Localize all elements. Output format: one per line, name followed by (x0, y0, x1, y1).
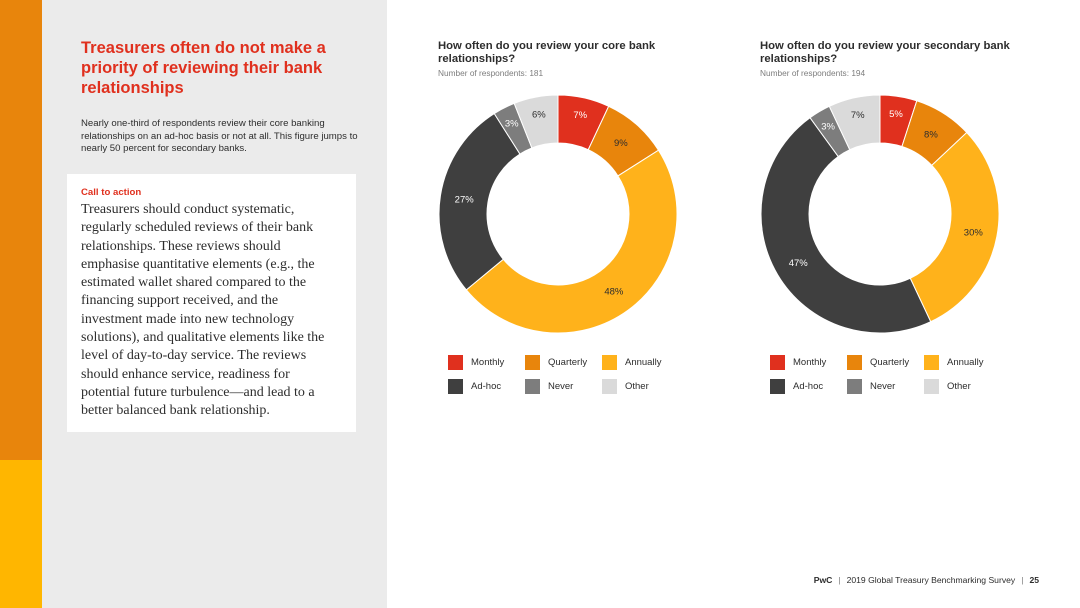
legend-label: Ad-hoc (471, 381, 502, 392)
call-to-action-label: Call to action (81, 187, 142, 198)
slice-label-monthly: 7% (573, 110, 587, 121)
slice-label-never: 3% (505, 119, 519, 130)
chart-secondary-title: How often do you review your secondary b… (760, 40, 1010, 65)
legend-swatch (602, 355, 617, 370)
legend-swatch (602, 379, 617, 394)
chart-core-subtitle: Number of respondents: 181 (438, 68, 544, 78)
accent-bar-orange (0, 0, 42, 460)
legend-item-ad-hoc: Ad-hoc (448, 379, 501, 394)
legend-label: Never (870, 381, 896, 392)
legend-label: Quarterly (870, 357, 910, 368)
call-to-action-box: Call to action Treasurers should conduct… (67, 174, 356, 432)
legend-swatch (770, 355, 785, 370)
legend-item-monthly: Monthly (448, 355, 504, 370)
footer-page-number: 25 (1029, 575, 1039, 585)
intro-text: Nearly one-third of respondents review t… (81, 118, 358, 154)
legend-label: Annually (947, 357, 984, 368)
legend-label: Monthly (471, 357, 505, 368)
legend-swatch (924, 379, 939, 394)
footer-report-title: 2019 Global Treasury Benchmarking Survey (846, 575, 1016, 585)
legend-item-monthly: Monthly (770, 355, 826, 370)
legend-swatch (525, 379, 540, 394)
legend-label: Monthly (793, 357, 827, 368)
donut-slice-annually (465, 149, 678, 334)
legend-swatch (525, 355, 540, 370)
slice-label-other: 6% (532, 109, 546, 120)
legend-label: Annually (625, 357, 662, 368)
chart-secondary-subtitle: Number of respondents: 194 (760, 68, 866, 78)
donut-slice-other (513, 94, 559, 149)
accent-bar-yellow (0, 460, 42, 608)
legend-item-annually: Annually (602, 355, 661, 370)
legend-label: Other (947, 381, 971, 392)
legend-label: Other (625, 381, 649, 392)
page-footer: PwC | 2019 Global Treasury Benchmarking Su… (814, 575, 1039, 585)
legend-swatch (924, 355, 939, 370)
legend-label: Never (548, 381, 574, 392)
page-headline: Treasurers often do not make a priority … (81, 39, 326, 97)
legend-swatch (448, 379, 463, 394)
legend-item-other: Other (924, 379, 971, 394)
footer-separator: | (1021, 575, 1024, 585)
legend-item-other: Other (602, 379, 649, 394)
legend-item-ad-hoc: Ad-hoc (770, 379, 823, 394)
footer-brand: PwC (813, 575, 833, 585)
chart-core-title: How often do you review your core bank r… (438, 40, 656, 65)
legend-item-never: Never (847, 379, 895, 394)
legend-swatch (448, 355, 463, 370)
donut-slice-ad-hoc (438, 112, 521, 291)
legend-label: Ad-hoc (793, 381, 824, 392)
legend-item-quarterly: Quarterly (847, 355, 909, 370)
legend-swatch (847, 379, 862, 394)
slice-label-annually: 48% (604, 286, 624, 297)
call-to-action-body: Treasurers should conduct systematic, re… (81, 202, 325, 419)
slice-label-ad-hoc: 27% (455, 195, 475, 206)
legend-item-quarterly: Quarterly (525, 355, 587, 370)
legend-swatch (847, 355, 862, 370)
legend-item-never: Never (525, 379, 573, 394)
footer-separator: | (838, 575, 841, 585)
slice-label-quarterly: 9% (614, 138, 628, 149)
legend-swatch (770, 379, 785, 394)
legend-item-annually: Annually (924, 355, 983, 370)
legend-label: Quarterly (548, 357, 588, 368)
